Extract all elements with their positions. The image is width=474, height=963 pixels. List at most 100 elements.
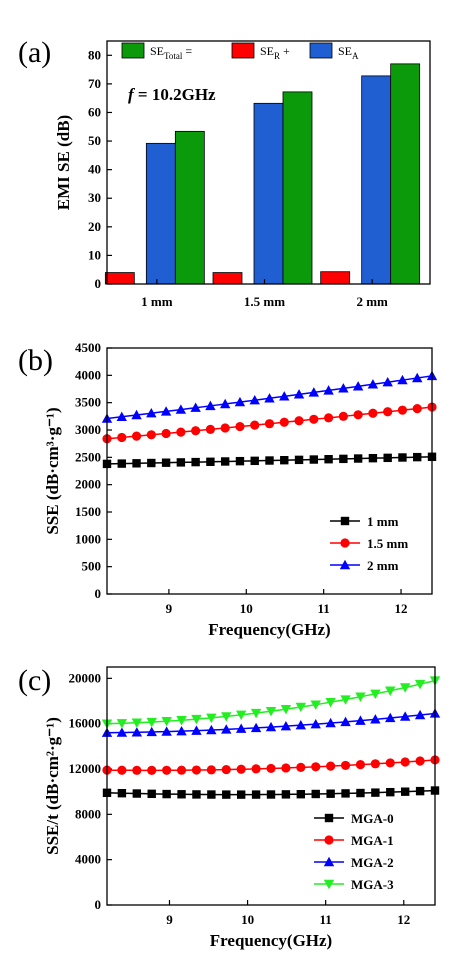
marker-circle [221, 764, 231, 775]
bar-se-r-0 [104, 272, 135, 285]
y-tick-label: 8000 [75, 806, 101, 821]
marker-triangle-down [161, 717, 172, 727]
marker-triangle-down [191, 714, 202, 725]
marker-triangle-up [338, 383, 349, 393]
marker-circle [220, 423, 230, 433]
legend-label: 1 mm [367, 514, 399, 529]
panel-c-label: (c) [18, 664, 51, 697]
marker-triangle-up [116, 727, 128, 737]
marker-triangle-up [205, 400, 216, 411]
marker-square [398, 453, 407, 462]
marker-square [250, 456, 259, 466]
marker-circle [251, 764, 261, 774]
marker-circle [340, 760, 351, 771]
y-tick-label: 1500 [75, 504, 101, 519]
y-tick-label: 3500 [75, 395, 101, 410]
marker-circle [311, 762, 321, 772]
marker-triangle-up [323, 385, 334, 395]
y-tick-label: 60 [88, 104, 101, 119]
legend-label: MGA-3 [351, 877, 394, 892]
marker-triangle-up [397, 374, 408, 385]
marker-square [324, 455, 333, 464]
marker-triangle-up [355, 715, 366, 725]
marker-triangle-down [146, 717, 157, 728]
marker-triangle-up [367, 379, 379, 389]
marker-square [265, 456, 274, 465]
marker-circle [147, 765, 157, 775]
marker-circle [250, 420, 260, 430]
marker-triangle-up [264, 393, 275, 403]
y-tick-label: 4000 [75, 367, 101, 382]
x-axis-title: Frequency(GHz) [210, 931, 332, 950]
marker-circle [205, 424, 216, 434]
x-tick-label: 12 [397, 912, 410, 927]
marker-square [294, 455, 304, 465]
marker-triangle-up [308, 387, 320, 397]
marker-triangle-up [160, 406, 172, 416]
marker-circle [117, 765, 127, 775]
legend-label: 1.5 mm [367, 536, 408, 551]
y-tick-label: 4500 [75, 340, 101, 355]
legend-swatch-total [121, 42, 145, 59]
marker-square [162, 789, 171, 799]
y-axis-title: EMI SE (dB) [54, 115, 73, 210]
panel-b-label: (b) [18, 344, 53, 377]
marker-square [176, 458, 186, 467]
y-tick-label: 80 [88, 47, 101, 62]
marker-triangle-down [295, 702, 307, 713]
marker-square [311, 789, 320, 799]
marker-triangle-up [235, 723, 247, 733]
marker-triangle-up [325, 717, 336, 728]
x-tick-label: 10 [240, 601, 253, 616]
x-tick-label: 1 mm [141, 294, 173, 309]
marker-square [147, 789, 156, 799]
bar-se-r-1 [212, 272, 243, 285]
marker-triangle-up [206, 724, 217, 735]
marker-triangle-up [293, 389, 305, 399]
marker-square [340, 516, 350, 526]
marker-circle [353, 410, 363, 420]
bar-se-a-1 [253, 102, 284, 285]
x-tick-label: 11 [318, 601, 330, 616]
y-tick-label: 0 [95, 586, 102, 601]
legend-swatch-r [231, 42, 255, 59]
marker-square [161, 458, 171, 467]
legend-swatch-a [309, 42, 333, 59]
series-mga-3 [101, 676, 441, 729]
marker-square [341, 789, 350, 798]
bar-se-r-2 [320, 271, 351, 285]
marker-circle [340, 538, 350, 548]
marker-triangle-down [414, 679, 426, 690]
marker-circle [117, 432, 127, 443]
marker-triangle-down [206, 713, 217, 724]
y-tick-label: 1000 [75, 531, 101, 546]
marker-triangle-up [234, 396, 246, 407]
panel-c-frame [106, 666, 436, 906]
marker-square [353, 454, 363, 463]
marker-square [280, 455, 289, 465]
marker-triangle-down [116, 719, 128, 729]
marker-circle [131, 431, 142, 441]
marker-triangle-down [340, 695, 351, 705]
marker-square [132, 459, 141, 468]
marker-square [371, 788, 380, 797]
marker-triangle-up [249, 394, 260, 405]
legend-label-a: SEA [338, 44, 359, 61]
marker-square [177, 790, 186, 799]
marker-triangle-up [279, 391, 290, 401]
y-tick-label: 500 [82, 559, 102, 574]
marker-square [326, 789, 335, 798]
x-tick-label: 10 [241, 912, 254, 927]
marker-square [220, 457, 230, 466]
marker-triangle-up [310, 718, 321, 729]
marker-square [413, 452, 422, 462]
marker-triangle-up [280, 720, 292, 731]
series-1-mm [102, 452, 437, 469]
marker-square [222, 790, 231, 799]
marker-circle [397, 405, 408, 415]
marker-triangle-down [131, 718, 143, 728]
marker-triangle-up [250, 722, 262, 733]
marker-square [309, 455, 319, 464]
marker-square [281, 790, 291, 799]
marker-triangle-up [323, 856, 335, 867]
